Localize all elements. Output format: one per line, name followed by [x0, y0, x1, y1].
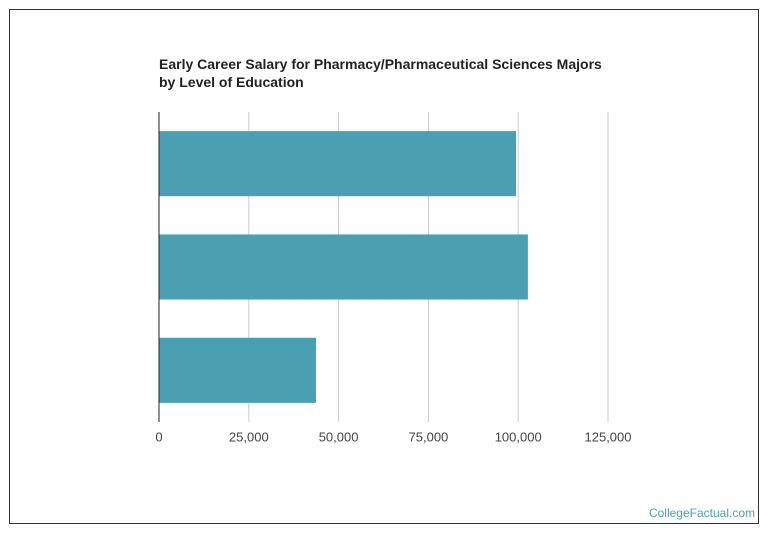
x-tick-label: 50,000 [319, 429, 359, 444]
bar [159, 234, 528, 300]
x-tick-label: 75,000 [409, 429, 449, 444]
x-tick-label: 25,000 [229, 429, 269, 444]
source-credit: CollegeFactual.com [648, 506, 755, 520]
chart-title: Early Career Salary for Pharmacy/Pharmac… [159, 56, 602, 90]
chart-frame [9, 9, 759, 524]
bar [159, 131, 517, 197]
x-tick-label: 100,000 [495, 429, 542, 444]
x-tick-label: 0 [155, 429, 162, 444]
x-tick-label: 125,000 [585, 429, 632, 444]
bar [159, 337, 316, 403]
